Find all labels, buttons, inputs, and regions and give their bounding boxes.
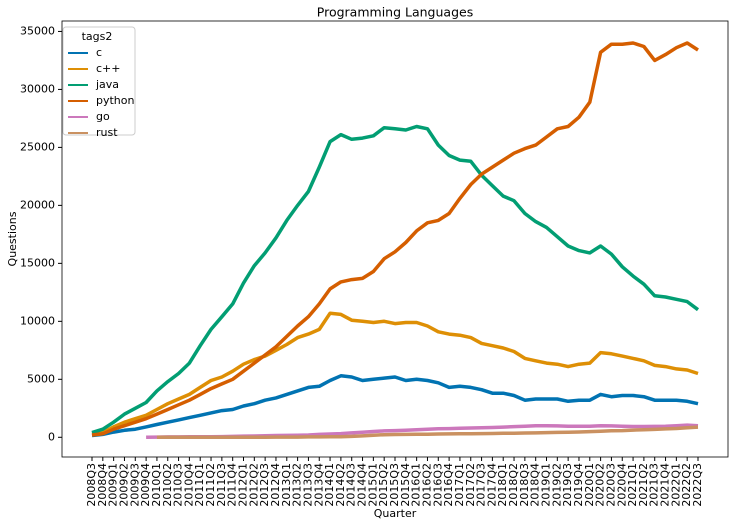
- series-line: [156, 425, 699, 440]
- x-tick-label: 2011Q4: [226, 463, 239, 507]
- legend-label: python: [96, 94, 135, 107]
- x-tick-label: 2008Q4: [96, 463, 109, 507]
- x-tick-label: 2014Q2: [334, 463, 347, 507]
- x-tick-label: 2020Q3: [604, 463, 617, 507]
- y-tick-label: 10000: [20, 314, 55, 327]
- x-tick-label: 2008Q3: [85, 463, 98, 507]
- x-tick-label: 2009Q3: [128, 463, 141, 507]
- x-tick-label: 2019Q4: [572, 463, 585, 507]
- x-tick-label: 2014Q4: [356, 463, 369, 507]
- x-tick-label: 2018Q4: [529, 463, 542, 507]
- x-tick-label: 2010Q3: [172, 463, 185, 507]
- x-tick-label: 2019Q2: [550, 463, 563, 507]
- x-tick-label: 2021Q3: [648, 463, 661, 507]
- x-tick-label: 2018Q3: [518, 463, 531, 507]
- legend-label: c: [96, 46, 102, 59]
- x-tick-label: 2015Q2: [377, 463, 390, 507]
- x-tick-label: 2018Q1: [496, 463, 509, 507]
- x-tick-label: 2019Q3: [561, 463, 574, 507]
- x-tick-label: 2015Q4: [399, 463, 412, 507]
- x-tick-label: 2021Q2: [637, 463, 650, 507]
- x-tick-label: 2016Q4: [442, 463, 455, 507]
- x-tick-label: 2020Q4: [615, 463, 628, 507]
- x-tick-label: 2010Q4: [182, 463, 195, 507]
- y-tick-label: 0: [48, 430, 55, 443]
- x-tick-label: 2022Q2: [680, 463, 693, 507]
- x-tick-label: 2021Q4: [659, 463, 672, 507]
- x-tick-label: 2011Q3: [215, 463, 228, 507]
- x-tick-label: 2012Q3: [258, 463, 271, 507]
- x-tick-label: 2013Q2: [291, 463, 304, 507]
- legend-label: c++: [96, 62, 120, 75]
- x-tick-label: 2013Q4: [312, 463, 325, 507]
- plot-area: [61, 20, 729, 458]
- x-tick-label: 2021Q1: [626, 463, 639, 507]
- x-tick-label: 2011Q2: [204, 463, 217, 507]
- series-line: [91, 311, 699, 436]
- legend-title: tags2: [82, 30, 113, 43]
- x-tick-label: 2011Q1: [193, 463, 206, 507]
- y-axis-label: Questions: [6, 211, 19, 266]
- x-tick-label: 2018Q2: [507, 463, 520, 507]
- x-tick-label: 2012Q4: [269, 463, 282, 507]
- legend-label: go: [96, 110, 110, 123]
- y-tick-label: 5000: [27, 372, 55, 385]
- y-tick-label: 15000: [20, 256, 55, 269]
- x-tick-label: 2017Q2: [464, 463, 477, 507]
- x-tick-label: 2010Q2: [161, 463, 174, 507]
- x-tick-label: 2012Q1: [237, 463, 250, 507]
- x-tick-label: 2022Q3: [691, 463, 704, 507]
- x-tick-label: 2010Q1: [150, 463, 163, 507]
- x-tick-label: 2009Q1: [107, 463, 120, 507]
- legend-label: rust: [96, 126, 118, 139]
- x-tick-label: 2013Q3: [301, 463, 314, 507]
- series-line: [91, 374, 699, 438]
- x-tick-label: 2017Q4: [485, 463, 498, 507]
- x-tick-label: 2012Q2: [247, 463, 260, 507]
- x-axis-label: Quarter: [374, 507, 417, 520]
- x-tick-label: 2016Q2: [420, 463, 433, 507]
- y-tick-label: 20000: [20, 198, 55, 211]
- x-tick-label: 2009Q4: [139, 463, 152, 507]
- x-tick-label: 2017Q1: [453, 463, 466, 507]
- legend-label: java: [95, 78, 119, 91]
- x-tick-label: 2017Q3: [475, 463, 488, 507]
- x-tick-label: 2016Q1: [410, 463, 423, 507]
- x-tick-label: 2020Q2: [594, 463, 607, 507]
- y-tick-label: 25000: [20, 140, 55, 153]
- y-tick-label: 35000: [20, 24, 55, 37]
- series-line: [91, 124, 700, 435]
- x-tick-label: 2019Q1: [540, 463, 553, 507]
- x-tick-label: 2015Q3: [388, 463, 401, 507]
- x-tick-label: 2009Q2: [117, 463, 130, 507]
- x-tick-label: 2022Q1: [669, 463, 682, 507]
- series-line: [91, 41, 699, 437]
- x-tick-label: 2014Q1: [323, 463, 336, 507]
- x-tick-label: 2014Q3: [345, 463, 358, 507]
- x-tick-label: 2016Q3: [431, 463, 444, 507]
- x-tick-label: 2020Q1: [583, 463, 596, 507]
- x-tick-label: 2015Q1: [366, 463, 379, 507]
- x-tick-label: 2013Q1: [280, 463, 293, 507]
- chart-title: Programming Languages: [317, 5, 473, 20]
- y-tick-label: 30000: [20, 82, 55, 95]
